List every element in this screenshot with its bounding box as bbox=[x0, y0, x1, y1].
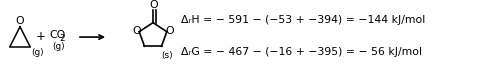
Text: O: O bbox=[16, 16, 24, 26]
Text: O: O bbox=[132, 26, 140, 36]
Text: (g): (g) bbox=[52, 42, 64, 51]
Text: (s): (s) bbox=[161, 51, 172, 60]
Text: +: + bbox=[36, 30, 46, 43]
Text: CO: CO bbox=[49, 30, 65, 40]
Text: ΔᵣG = − 467 − (−16 + −395) = − 56 kJ/mol: ΔᵣG = − 467 − (−16 + −395) = − 56 kJ/mol bbox=[181, 47, 422, 57]
Text: O: O bbox=[150, 0, 158, 10]
Text: 2: 2 bbox=[60, 34, 65, 43]
Text: O: O bbox=[166, 26, 174, 36]
Text: (g): (g) bbox=[31, 48, 44, 57]
Text: ΔᵣH = − 591 − (−53 + −394) = −144 kJ/mol: ΔᵣH = − 591 − (−53 + −394) = −144 kJ/mol bbox=[181, 14, 425, 24]
